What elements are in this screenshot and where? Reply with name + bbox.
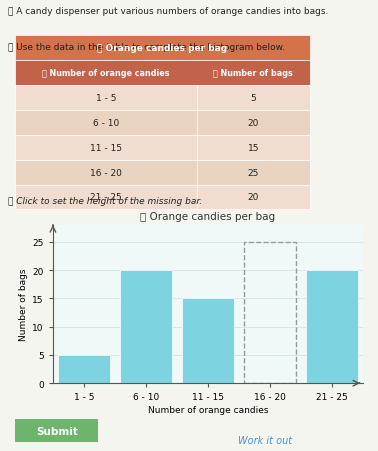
Text: 1 - 5: 1 - 5 <box>96 93 116 102</box>
Text: Submit: Submit <box>36 426 77 436</box>
Bar <box>181 299 234 383</box>
Text: 🔊 Use the data in the table to complete the histogram below.: 🔊 Use the data in the table to complete … <box>8 43 285 52</box>
Text: 🔊 Number of orange candies: 🔊 Number of orange candies <box>42 69 170 78</box>
Bar <box>57 355 110 383</box>
Text: 🔊 Number of bags: 🔊 Number of bags <box>214 69 293 78</box>
Text: 5: 5 <box>250 93 256 102</box>
Text: 6 - 10: 6 - 10 <box>93 118 119 127</box>
FancyBboxPatch shape <box>15 86 310 110</box>
Text: Work it out: Work it out <box>237 435 292 445</box>
Y-axis label: Number of bags: Number of bags <box>19 268 28 341</box>
FancyBboxPatch shape <box>15 160 310 185</box>
Text: 🔊 A candy dispenser put various numbers of orange candies into bags.: 🔊 A candy dispenser put various numbers … <box>8 6 328 15</box>
Text: 🔊 Orange candies per bag: 🔊 Orange candies per bag <box>98 44 228 53</box>
FancyBboxPatch shape <box>15 110 310 135</box>
Text: 25: 25 <box>248 168 259 177</box>
Title: 🔊 Orange candies per bag: 🔊 Orange candies per bag <box>140 212 276 222</box>
Text: 16 - 20: 16 - 20 <box>90 168 122 177</box>
Text: 21 - 25: 21 - 25 <box>90 193 122 202</box>
FancyBboxPatch shape <box>15 185 310 210</box>
Bar <box>119 271 172 383</box>
Text: 15: 15 <box>248 143 259 152</box>
FancyBboxPatch shape <box>15 60 310 86</box>
Bar <box>305 271 358 383</box>
Text: 20: 20 <box>248 193 259 202</box>
Text: 20: 20 <box>248 118 259 127</box>
FancyBboxPatch shape <box>15 36 310 60</box>
FancyBboxPatch shape <box>15 135 310 160</box>
X-axis label: Number of orange candies: Number of orange candies <box>148 405 268 414</box>
Text: 11 - 15: 11 - 15 <box>90 143 122 152</box>
Text: 🔊 Click to set the height of the missing bar.: 🔊 Click to set the height of the missing… <box>8 197 202 206</box>
